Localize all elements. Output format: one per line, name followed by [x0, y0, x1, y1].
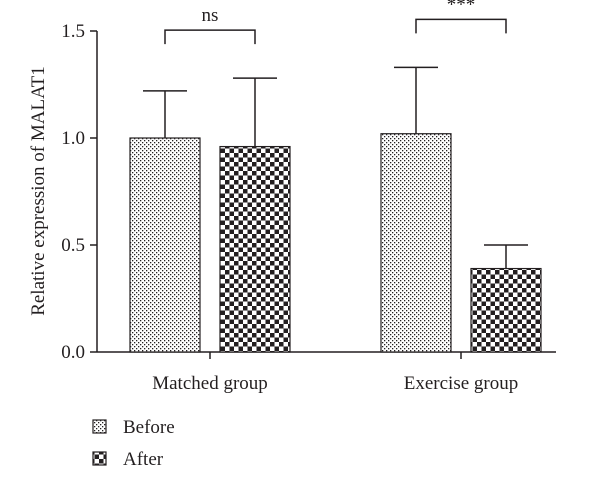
significance-bracket [415, 18, 507, 34]
bar-before [380, 133, 452, 353]
y-tick-label: 1.0 [61, 128, 85, 149]
y-tick-label: 0.5 [61, 235, 85, 256]
y-tick-label: 1.5 [61, 21, 85, 42]
legend-label: Before [123, 417, 175, 438]
significance-bracket [164, 29, 256, 45]
bar-after [470, 267, 542, 353]
legend-label: After [123, 449, 164, 470]
legend-swatch-before [92, 419, 107, 434]
bar-before [129, 137, 201, 353]
y-tick-label: 0.0 [61, 342, 85, 363]
x-tick-label: Exercise group [404, 373, 518, 394]
y-axis-title: Relative expression of MALAT1 [28, 66, 49, 316]
legend-swatch-after [92, 451, 107, 466]
x-tick-label: Matched group [152, 373, 268, 394]
bar-after [219, 145, 291, 353]
significance-label: ns [202, 5, 219, 26]
significance-label: *** [447, 0, 476, 15]
